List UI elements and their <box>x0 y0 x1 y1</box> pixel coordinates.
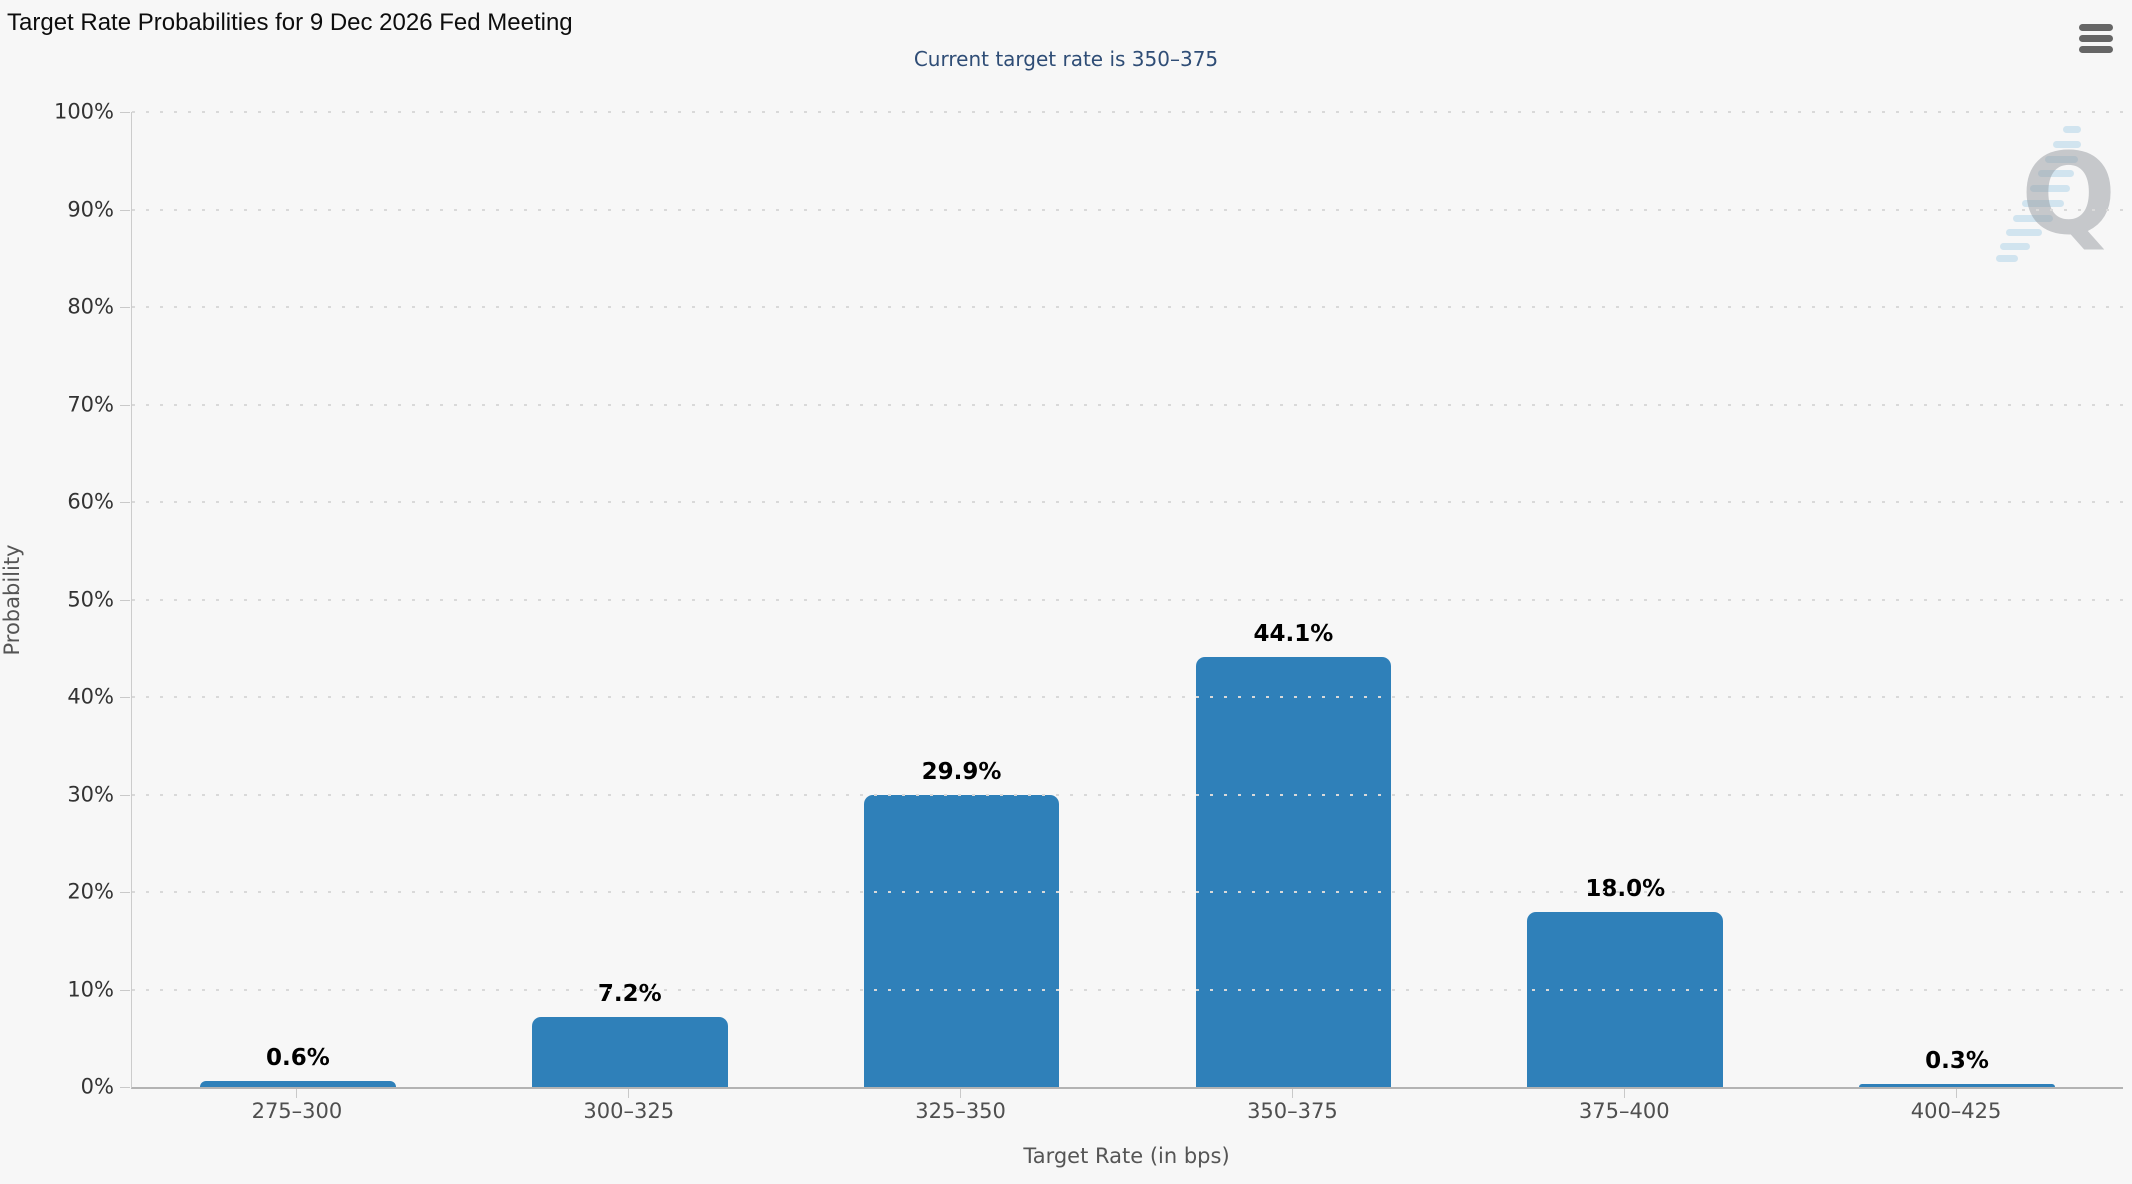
bars-row: 0.6% 7.2% 29.9% 44.1% 18.0% 0.3% <box>132 112 2123 1087</box>
x-axis-category-label: 350–375 <box>1247 1099 1338 1123</box>
bar-slot: 29.9% <box>796 112 1128 1087</box>
x-axis-tick <box>1291 1089 1293 1098</box>
x-axis-category-label: 400–425 <box>1910 1099 2002 1123</box>
y-axis-label: 80% <box>67 294 114 319</box>
x-axis-ticks <box>131 1089 2122 1098</box>
x-tick-cell <box>1458 1089 1790 1098</box>
bar-slot: 18.0% <box>1459 112 1791 1087</box>
y-axis-tick <box>120 112 130 113</box>
y-axis-tick <box>120 989 130 991</box>
bar-value-label: 7.2% <box>597 980 662 1007</box>
bar-value-label: 18.0% <box>1585 875 1666 902</box>
plot-area: 0.6% 7.2% 29.9% 44.1% 18.0% 0.3% <box>131 111 2123 1089</box>
x-axis-labels: 275–300 300–325 325–350 350–375 375–400 400–4… <box>131 1099 2122 1123</box>
hamburger-icon <box>2079 45 2113 53</box>
gridline <box>132 111 2123 113</box>
gridline <box>132 208 2123 211</box>
bar-value-label: 44.1% <box>1253 621 1334 648</box>
y-axis-tick <box>120 1087 130 1088</box>
bar-value-label: 29.9% <box>921 759 1002 786</box>
x-axis-title: Target Rate (in bps) <box>1023 1144 1230 1168</box>
bar-value-label: 0.3% <box>1925 1048 1989 1075</box>
y-axis-label: 0% <box>80 1074 114 1099</box>
y-axis-tick <box>120 892 130 893</box>
bar-slot: 44.1% <box>1127 112 1459 1087</box>
x-axis-category-label: 300–325 <box>583 1099 675 1123</box>
y-axis-tick <box>120 307 130 308</box>
y-axis-tick <box>120 502 130 503</box>
x-tick-cell <box>131 1089 463 1098</box>
x-axis-tick <box>1623 1089 1625 1098</box>
bar-column[interactable] <box>531 1016 728 1087</box>
y-axis-label: 30% <box>67 782 114 807</box>
x-axis-tick <box>960 1089 962 1098</box>
y-axis-label: 70% <box>67 392 114 417</box>
x-axis-tick <box>628 1089 630 1098</box>
bar-column[interactable] <box>1527 911 1724 1087</box>
x-axis-tick <box>296 1089 298 1098</box>
x-tick-cell <box>1790 1089 2122 1098</box>
bar-column[interactable] <box>1859 1084 2055 1087</box>
gridline <box>132 306 2123 308</box>
gridline <box>132 501 2123 503</box>
chart-context-menu-button[interactable] <box>2076 18 2116 58</box>
x-tick-cell <box>1126 1089 1458 1098</box>
bar-column[interactable] <box>1195 657 1392 1087</box>
y-axis-label: 10% <box>67 977 114 1002</box>
bar-column[interactable] <box>863 795 1060 1087</box>
gridline <box>132 598 2123 601</box>
x-axis-category-label: 325–350 <box>915 1099 1006 1123</box>
gridline <box>132 793 2123 796</box>
y-axis-label: 40% <box>67 684 114 709</box>
y-axis-tick <box>120 697 130 698</box>
gridline <box>132 403 2123 406</box>
bar-slot: 0.6% <box>132 112 464 1087</box>
bar-value-label: 0.6% <box>266 1045 330 1072</box>
chart-subtitle: Current target rate is 350–375 <box>913 47 1219 71</box>
bar-slot: 7.2% <box>464 112 796 1087</box>
y-axis-label: 50% <box>67 587 114 612</box>
hamburger-icon <box>2079 34 2113 42</box>
y-axis-tick <box>120 404 130 406</box>
x-tick-cell <box>795 1089 1127 1098</box>
page-title: Target Rate Probabilities for 9 Dec 2026… <box>7 9 573 36</box>
gridline <box>132 891 2123 893</box>
gridline <box>132 988 2123 991</box>
gridline <box>132 696 2123 698</box>
bar-slot: 0.3% <box>1791 112 2123 1087</box>
y-axis-label: 90% <box>67 197 114 222</box>
bar-column[interactable] <box>200 1081 396 1087</box>
y-axis-label: 100% <box>53 99 114 124</box>
y-axis-label: 20% <box>67 879 114 904</box>
x-axis-category-label: 375–400 <box>1578 1099 1670 1123</box>
y-axis-label: 60% <box>67 489 114 514</box>
x-axis-category-label: 275–300 <box>251 1099 343 1123</box>
x-axis-tick <box>1955 1089 1957 1098</box>
y-axis-tick <box>120 209 130 211</box>
x-tick-cell <box>463 1089 795 1098</box>
y-axis-tick <box>120 794 130 796</box>
hamburger-icon <box>2079 23 2113 31</box>
y-axis-title: Probability <box>0 544 24 656</box>
y-axis-tick <box>120 599 130 601</box>
y-axis-labels: 0% 10% 20% 30% 40% 50% 60% 70% 80% 90% 100% <box>0 100 130 1099</box>
